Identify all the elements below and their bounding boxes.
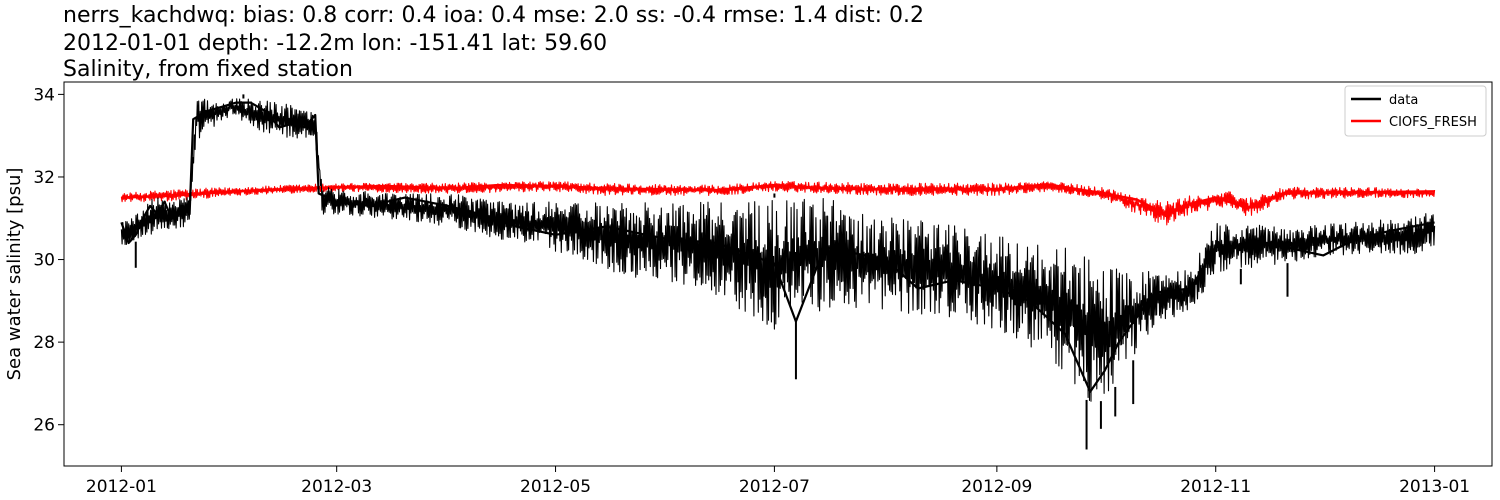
x-tick-label-2012-07: 2012-07 bbox=[739, 477, 810, 497]
series-data bbox=[120, 94, 1436, 450]
legend-label-ciofs: CIOFS_FRESH bbox=[1389, 115, 1477, 130]
y-tick-label-34: 34 bbox=[33, 85, 55, 105]
series-line bbox=[121, 183, 1435, 216]
x-tick-label-2013-01: 2013-01 bbox=[1399, 477, 1470, 497]
x-tick-label-2012-01: 2012-01 bbox=[86, 477, 157, 497]
y-axis-label: Sea water salinity [psu] bbox=[4, 168, 25, 381]
y-tick-label-32: 32 bbox=[33, 168, 55, 188]
chart-title-line-3: Salinity, from fixed station bbox=[63, 57, 353, 82]
y-tick-label-28: 28 bbox=[33, 333, 55, 353]
series-line bbox=[120, 101, 1435, 393]
plot-frame bbox=[63, 81, 1493, 467]
plot-area bbox=[120, 94, 1436, 450]
chart-title-line-1: nerrs_kachdwq: bias: 0.8 corr: 0.4 ioa: … bbox=[63, 3, 924, 28]
legend: data CIOFS_FRESH bbox=[1344, 85, 1487, 137]
y-axis: 26 28 30 32 34 bbox=[33, 85, 64, 436]
x-tick-label-2012-05: 2012-05 bbox=[520, 477, 591, 497]
chart-title-line-2: 2012-01-01 depth: -12.2m lon: -151.41 la… bbox=[63, 31, 607, 56]
y-tick-label-26: 26 bbox=[33, 416, 55, 436]
x-tick-label-2012-03: 2012-03 bbox=[301, 477, 372, 497]
series-trace bbox=[120, 98, 1436, 402]
y-tick-label-30: 30 bbox=[33, 251, 55, 271]
series-ciofs-fresh bbox=[120, 180, 1436, 226]
x-tick-label-2012-11: 2012-11 bbox=[1180, 477, 1251, 497]
legend-label-data: data bbox=[1389, 93, 1418, 108]
x-tick-label-2012-09: 2012-09 bbox=[961, 477, 1032, 497]
x-axis: 2012-01 2012-03 2012-05 2012-07 2012-09 2012-… bbox=[86, 466, 1470, 497]
